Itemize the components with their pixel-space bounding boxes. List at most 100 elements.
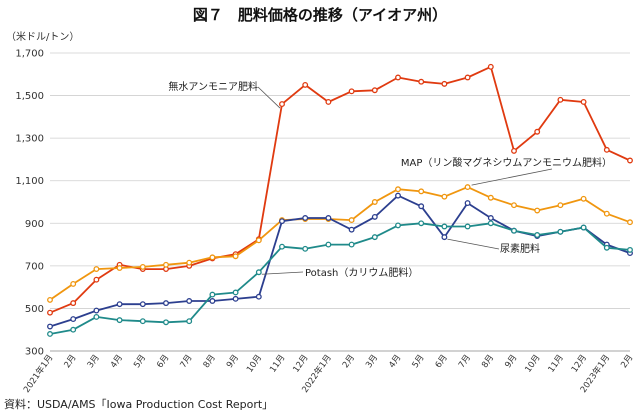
data-point <box>627 219 633 226</box>
series-annotation-label: MAP（リン酸マグネシウムアンモニウム肥料） <box>401 156 612 169</box>
x-tick-label: 3月 <box>86 353 102 370</box>
data-point <box>186 259 193 266</box>
data-point <box>557 96 564 103</box>
data-point <box>93 307 100 314</box>
x-tick-label: 7月 <box>178 353 194 370</box>
data-point <box>232 253 239 260</box>
data-point <box>603 210 610 217</box>
series-line-1 <box>49 186 631 301</box>
data-point <box>93 276 100 283</box>
data-point <box>325 215 332 221</box>
data-point <box>232 295 239 302</box>
data-point <box>302 215 309 221</box>
data-point <box>534 207 541 214</box>
data-point <box>580 195 587 202</box>
x-tick-label: 9月 <box>503 353 519 370</box>
data-point <box>441 234 448 241</box>
data-point <box>418 188 425 195</box>
data-point <box>279 218 285 225</box>
data-point <box>557 202 564 209</box>
data-point <box>163 300 169 307</box>
data-point <box>348 241 355 248</box>
annotation-leader <box>257 86 281 109</box>
y-tick-label: 1,500 <box>15 91 44 102</box>
data-point <box>279 243 285 250</box>
data-point <box>93 313 100 320</box>
x-tick-label: 2021年1月 <box>21 352 55 394</box>
data-point <box>511 202 517 209</box>
data-point <box>47 331 53 337</box>
grid-lines <box>50 52 630 352</box>
x-tick-label: 2月 <box>62 353 78 370</box>
x-tick-label: 10月 <box>245 353 264 375</box>
data-point <box>70 281 77 287</box>
source-note: 資料：USDA/AMS「Iowa Production Cost Report」 <box>4 397 273 411</box>
data-point <box>371 199 378 205</box>
data-point <box>70 300 77 307</box>
data-point <box>325 241 332 248</box>
data-point <box>209 254 216 261</box>
data-point <box>186 298 193 304</box>
data-point <box>186 318 193 325</box>
data-point <box>627 157 633 164</box>
y-tick-label: 1,100 <box>15 176 44 187</box>
data-point <box>580 224 587 231</box>
annotation-leader <box>447 238 500 250</box>
x-tick-label: 8月 <box>202 353 218 370</box>
chart-title: 図７ 肥料価格の推移（アイオア州） <box>193 6 447 24</box>
data-point <box>255 293 262 300</box>
data-point <box>47 309 53 316</box>
x-tick-label: 5月 <box>410 353 426 370</box>
x-tick-label: 8月 <box>480 353 496 370</box>
data-point <box>302 245 309 252</box>
data-point <box>70 326 77 333</box>
x-tick-label: 12月 <box>570 353 589 375</box>
data-point <box>418 220 425 227</box>
data-point <box>418 78 425 85</box>
data-point <box>395 222 401 229</box>
y-axis-unit-label: （米ドル/トン） <box>6 30 79 43</box>
y-tick-label: 300 <box>25 347 44 358</box>
data-point <box>511 227 517 234</box>
y-axis-ticks: 300 500 700 900 1,100 1,300 1,500 1,700 <box>15 49 44 358</box>
x-tick-label: 5月 <box>132 353 148 370</box>
data-point <box>302 81 309 88</box>
data-point <box>627 246 633 253</box>
data-point <box>371 213 378 220</box>
data-point <box>371 87 378 94</box>
data-point <box>464 74 471 81</box>
annotation-leader <box>261 271 304 275</box>
data-point <box>487 215 494 221</box>
data-point <box>557 228 564 235</box>
data-point <box>232 289 239 296</box>
data-point <box>418 203 425 210</box>
data-point <box>209 291 216 298</box>
data-point <box>116 265 123 271</box>
x-tick-label: 10月 <box>523 353 542 375</box>
data-point <box>511 147 517 154</box>
series-annotation-label: Potash（カリウム肥料） <box>305 266 418 279</box>
data-point <box>464 184 471 191</box>
data-point <box>348 217 355 224</box>
data-point <box>441 193 448 200</box>
data-point <box>580 99 587 105</box>
data-point <box>209 298 216 304</box>
data-point <box>255 237 262 244</box>
data-point <box>325 99 332 105</box>
y-tick-label: 700 <box>25 261 44 272</box>
x-tick-label: 6月 <box>155 353 171 370</box>
series-annotation-label: 尿素肥料 <box>500 242 540 255</box>
x-tick-label: 11月 <box>268 353 287 375</box>
x-tick-label: 4月 <box>109 353 125 370</box>
data-point <box>139 318 146 325</box>
data-point <box>116 301 123 308</box>
y-tick-label: 900 <box>25 219 44 230</box>
data-point <box>464 200 471 207</box>
annotation-leader <box>471 168 553 186</box>
data-point <box>371 234 378 241</box>
data-point <box>163 319 169 326</box>
data-point <box>93 266 100 272</box>
data-point <box>603 146 610 153</box>
data-point <box>139 263 146 270</box>
